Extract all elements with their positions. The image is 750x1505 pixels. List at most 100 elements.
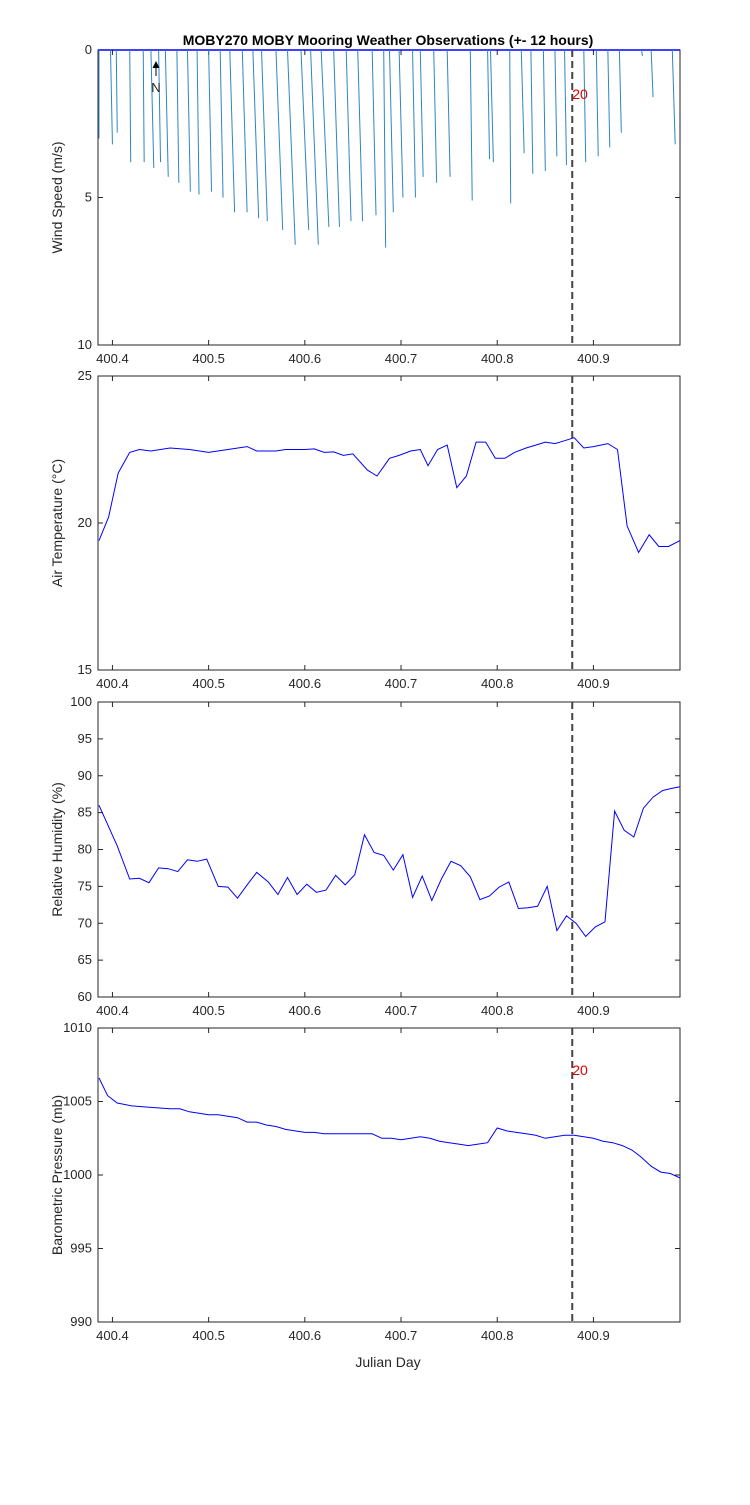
y-tick-label: 60: [78, 989, 92, 1004]
wind-stick: [433, 49, 438, 183]
wind-speed-y-axis-label: Wind Speed (m/s): [49, 141, 65, 253]
wind-stick: [595, 49, 599, 157]
x-tick-label: 400.6: [289, 1003, 322, 1018]
x-tick-label: 400.8: [481, 676, 514, 691]
y-tick-label: 5: [85, 190, 92, 205]
wind-stick: [618, 49, 622, 133]
y-tick-label: 1005: [63, 1094, 92, 1109]
y-tick-label: 990: [70, 1314, 92, 1329]
x-tick-label: 400.8: [481, 1328, 514, 1343]
wind-stick: [520, 49, 525, 154]
y-tick-label: 0: [85, 42, 92, 57]
wind-stick: [275, 49, 284, 230]
wind-stick: [164, 49, 169, 177]
figure-title: MOBY270 MOBY Mooring Weather Observation…: [183, 32, 594, 48]
time-marker-label: 20: [572, 1062, 588, 1078]
north-label: N: [151, 80, 160, 95]
x-tick-label: 400.5: [192, 351, 225, 366]
x-tick-label: 400.6: [289, 676, 322, 691]
y-tick-label: 65: [78, 952, 92, 967]
relative-humidity-panel: 400.4 400.5 400.6 400.7 400.8 400.9 60 65 70 75 80…: [49, 694, 681, 1018]
wind-stick: [287, 49, 296, 245]
y-tick-label: 75: [78, 878, 92, 893]
y-tick-label: 90: [78, 768, 92, 783]
y-tick-label: 100: [70, 694, 92, 709]
x-tick-label: 400.9: [577, 1003, 610, 1018]
x-tick-label: 400.8: [481, 1003, 514, 1018]
y-tick-label: 20: [78, 515, 92, 530]
wind-stick: [115, 49, 118, 133]
x-axis-label: Julian Day: [355, 1354, 420, 1370]
x-tick-label: 400.4: [96, 351, 129, 366]
x-tick-label: 400.7: [385, 1328, 418, 1343]
wind-stick: [530, 49, 534, 174]
x-tick-label: 400.9: [577, 1328, 610, 1343]
north-arrow: N: [151, 61, 161, 95]
x-tick-label: 400.9: [577, 676, 610, 691]
wind-stick: [208, 49, 213, 192]
wind-stick: [320, 49, 330, 228]
wind-stick: [371, 49, 377, 216]
wind-stick: [419, 49, 424, 177]
wind-stick: [641, 49, 643, 56]
y-tick-label: 1000: [63, 1167, 92, 1182]
wind-stick: [357, 49, 364, 222]
wind-speed-axes-box: [97, 49, 681, 346]
wind-stick: [383, 49, 387, 248]
wind-stick: [554, 49, 558, 157]
wind-stick: [186, 49, 191, 192]
barometric-pressure-panel: 400.4 400.5 400.6 400.7 400.8 400.9 990 995 1000…: [49, 1020, 681, 1343]
x-tick-label: 400.5: [192, 1328, 225, 1343]
time-marker-label: 20: [572, 86, 588, 102]
north-arrow-head: [152, 61, 160, 68]
wind-stick: [542, 49, 546, 171]
wind-stick: [487, 49, 491, 160]
wind-stick: [229, 49, 236, 213]
x-tick-label: 400.4: [96, 1003, 129, 1018]
air-temperature-panel: 400.4 400.5 400.6 400.7 400.8 400.9 15 20 25 Air …: [49, 368, 681, 691]
wind-stick: [110, 49, 113, 145]
y-tick-label: 10: [78, 337, 92, 352]
x-tick-label: 400.9: [577, 351, 610, 366]
wind-stick: [583, 49, 587, 163]
x-tick-label: 400.8: [481, 351, 514, 366]
relative-humidity-series-line: [98, 786, 681, 938]
wind-stick: [564, 49, 567, 166]
wind-stick: [261, 49, 268, 222]
x-tick-label: 400.5: [192, 1003, 225, 1018]
x-tick-label: 400.4: [96, 1328, 129, 1343]
wind-stick: [129, 49, 132, 163]
x-tick-label: 400.4: [96, 676, 129, 691]
barometric-pressure-y-axis-label: Barometric Pressure (mb): [49, 1095, 65, 1255]
x-tick-label: 400.7: [385, 676, 418, 691]
x-tick-label: 400.6: [289, 351, 322, 366]
wind-stick: [509, 49, 512, 204]
air-temperature-series-line: [98, 437, 681, 554]
wind-stick: [252, 49, 260, 219]
wind-stick: [469, 49, 473, 201]
wind-stick: [150, 49, 155, 169]
wind-stick: [241, 49, 248, 213]
air-temperature-y-axis-label: Air Temperature (°C): [49, 459, 65, 587]
wind-stick: [607, 49, 611, 148]
x-tick-label: 400.7: [385, 351, 418, 366]
wind-stick: [388, 49, 394, 213]
wind-stick: [219, 49, 224, 198]
x-tick-label: 400.6: [289, 1328, 322, 1343]
wind-stick: [446, 49, 451, 177]
x-tick-label: 400.5: [192, 676, 225, 691]
y-tick-label: 15: [78, 662, 92, 677]
y-tick-label: 80: [78, 842, 92, 857]
y-tick-label: 70: [78, 915, 92, 930]
y-tick-label: 85: [78, 805, 92, 820]
wind-stick: [398, 49, 404, 198]
wind-stick: [196, 49, 200, 195]
y-tick-label: 25: [78, 368, 92, 383]
wind-stick: [310, 49, 319, 245]
wind-stick: [650, 49, 654, 98]
wind-stick: [158, 49, 162, 163]
x-tick-label: 400.7: [385, 1003, 418, 1018]
barometric-pressure-axes-box: [97, 1027, 681, 1323]
y-tick-label: 1010: [63, 1020, 92, 1035]
